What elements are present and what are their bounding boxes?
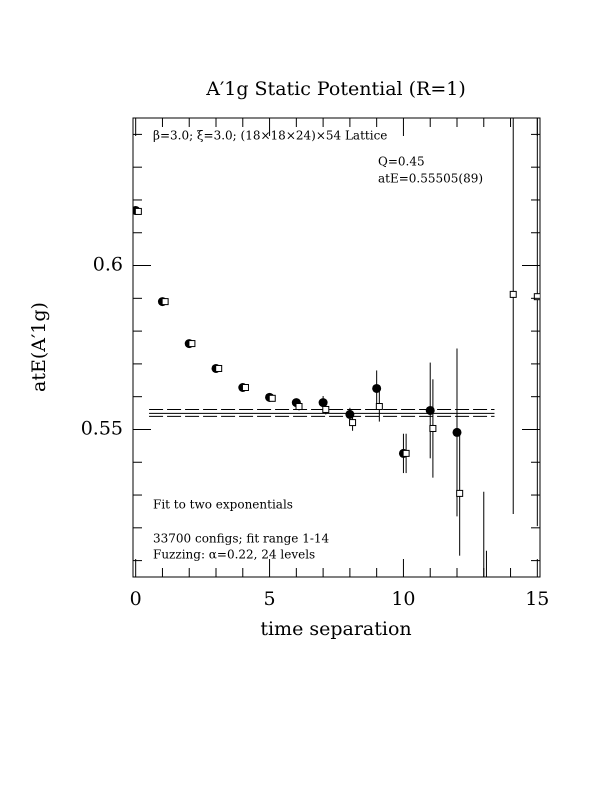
- x-tick-label: 5: [264, 588, 276, 610]
- chart-title: A′1g Static Potential (R=1): [205, 78, 466, 100]
- y-tick-label: 0.55: [81, 417, 123, 439]
- y-tick-label: 0.6: [93, 254, 123, 276]
- data-point: [241, 383, 249, 391]
- plot-area: [133, 118, 540, 629]
- data-point: [134, 207, 142, 215]
- data-point: [161, 298, 169, 306]
- data-point: [375, 403, 383, 411]
- data-point: [322, 405, 330, 413]
- data-point: [188, 340, 196, 348]
- x-tick-label: 10: [391, 588, 415, 610]
- x-tick-label: 0: [130, 588, 142, 610]
- data-point: [349, 419, 357, 427]
- annotation: atE=0.55505(89): [378, 172, 483, 186]
- data-point: [533, 293, 540, 301]
- data-point: [456, 489, 464, 497]
- data-point: [483, 623, 489, 629]
- data-point: [509, 290, 517, 298]
- annotation: Fit to two exponentials: [153, 498, 293, 512]
- data-point: [268, 394, 276, 402]
- x-tick-label: 15: [525, 588, 549, 610]
- annotation: 33700 configs; fit range 1-14: [153, 532, 330, 546]
- plot-frame: [132, 117, 541, 578]
- data-point: [429, 424, 437, 432]
- annotation: β=3.0; ξ=3.0; (18×18×24)×54 Lattice: [153, 129, 387, 143]
- data-point: [215, 364, 223, 372]
- annotation: Fuzzing: α=0.22, 24 levels: [153, 548, 315, 562]
- data-point: [295, 403, 303, 411]
- y-axis-label: atE(A′1g): [28, 302, 50, 392]
- data-point: [402, 449, 410, 457]
- data-point: [479, 589, 488, 598]
- x-axis-label: time separation: [260, 618, 411, 640]
- annotation: Q=0.45: [378, 155, 425, 169]
- data-point: [372, 383, 382, 393]
